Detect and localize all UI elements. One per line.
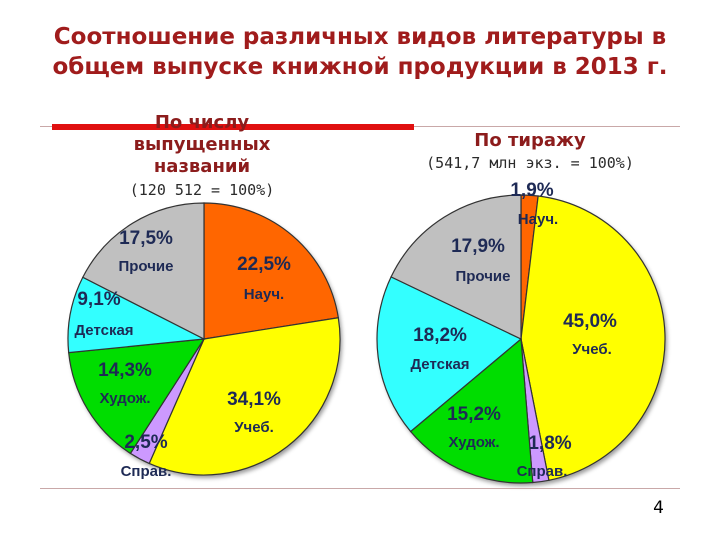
titles-slice-children	[67, 276, 207, 354]
circulation-category-label-other: Прочие	[455, 268, 510, 285]
slide-title: Соотношение различных видов литературы в…	[52, 24, 668, 80]
pie-chart-titles: 22,5% Науч. 34,1% Учеб. 2,5% Справ. 14,3% Худож…	[67, 202, 341, 480]
circulation-category-label-education: Учеб.	[572, 341, 612, 358]
titles-value-label-fiction: 14,3%	[98, 360, 152, 381]
left-chart-subtitle: (120 512 = 100%)	[129, 181, 275, 199]
titles-value-label-reference: 2,5%	[124, 432, 167, 453]
circulation-slice-children	[376, 276, 523, 433]
titles-value-label-science: 22,5%	[237, 254, 291, 275]
circulation-category-label-fiction: Худож.	[448, 434, 499, 451]
circulation-value-label-education: 45,0%	[563, 311, 617, 332]
circulation-value-label-fiction: 15,2%	[447, 404, 501, 425]
titles-slice-education	[148, 317, 341, 476]
circulation-category-label-children: Детская	[410, 356, 469, 373]
left-chart-header: По числу выпущенных названий	[133, 112, 271, 177]
titles-slice-fiction	[68, 338, 206, 455]
titles-value-label-children: 9,1%	[77, 289, 120, 310]
accent-bar	[52, 124, 414, 130]
bottom-divider	[40, 488, 680, 489]
circulation-slice-other	[390, 194, 522, 340]
titles-category-label-fiction: Худож.	[99, 390, 150, 407]
pie-chart-circulation: 1,9% Науч. 45,0% Учеб. 1,8% Справ. 15,2% Худож.…	[376, 180, 666, 484]
titles-category-label-other: Прочие	[118, 258, 173, 275]
titles-category-label-science: Науч.	[244, 286, 284, 303]
titles-category-label-children: Детская	[74, 322, 133, 339]
right-chart-subtitle: (541,7 млн экз. = 100%)	[426, 154, 634, 172]
page-number: 4	[653, 498, 664, 518]
circulation-slice-fiction	[409, 337, 534, 484]
circulation-slice-education	[520, 195, 666, 481]
titles-slice-other	[82, 202, 205, 340]
right-chart-header: По тиражу	[474, 130, 586, 151]
circulation-category-label-reference: Справ.	[517, 463, 568, 480]
titles-category-label-reference: Справ.	[121, 463, 172, 480]
circulation-value-label-reference: 1,8%	[528, 433, 571, 454]
circulation-value-label-children: 18,2%	[413, 325, 467, 346]
titles-value-label-education: 34,1%	[227, 389, 281, 410]
titles-value-label-other: 17,5%	[119, 228, 173, 249]
circulation-value-label-science: 1,9%	[510, 180, 553, 201]
circulation-category-label-science: Науч.	[518, 211, 558, 228]
titles-slice-science	[203, 202, 340, 340]
titles-category-label-education: Учеб.	[234, 419, 274, 436]
circulation-value-label-other: 17,9%	[451, 236, 505, 257]
